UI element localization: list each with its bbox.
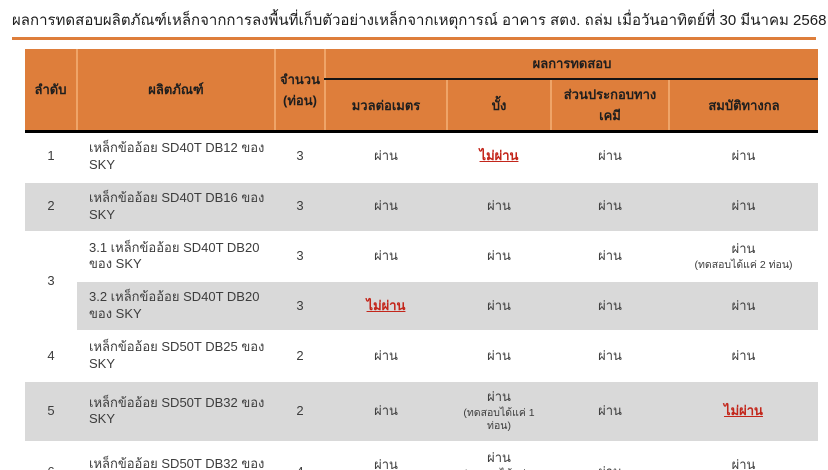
result-note: (ทดสอบได้แค่ 2 ท่อน) <box>694 258 793 271</box>
cell-qty: 3 <box>275 130 325 182</box>
table-row: 1 เหล็กข้ออ้อย SD40T DB12 ของ SKY 3 ผ่าน… <box>25 130 818 182</box>
cell-ribs-result: ผ่าน (ทดสอบได้แค่ 1 ท่อน) <box>447 441 551 470</box>
cell-qty: 3 <box>275 230 325 282</box>
col-header-qty-line1: จำนวน <box>280 71 320 87</box>
cell-chem-result: ผ่าน <box>551 130 669 182</box>
cell-no: 1 <box>25 130 77 182</box>
cell-chem-result: ผ่าน <box>551 180 669 232</box>
cell-product: เหล็กข้ออ้อย SD40T DB12 ของ SKY <box>77 130 275 182</box>
col-header-results-group: ผลการทดสอบ <box>324 49 818 80</box>
cell-product: เหล็กข้ออ้อย SD50T DB32 ของ TATA บกส <box>77 441 275 470</box>
cell-chem-result: ผ่าน <box>551 230 669 282</box>
cell-qty: 2 <box>275 330 325 381</box>
cell-no: 5 <box>25 379 77 443</box>
test-results-table: ลำดับ ผลิตภัณฑ์ จำนวน (ท่อน) ผลการทดสอบ … <box>25 49 818 470</box>
result-text: ผ่าน <box>487 450 511 466</box>
page-title: ผลการทดสอบผลิตภัณฑ์เหล็กจากการลงพื้นที่เ… <box>12 12 827 29</box>
cell-mech-result: ไม่ผ่าน <box>669 379 818 443</box>
table-row: 6 เหล็กข้ออ้อย SD50T DB32 ของ TATA บกส 4… <box>25 441 818 470</box>
cell-mech-result: ผ่าน (ทดสอบได้แค่ 2 ท่อน) <box>669 441 818 470</box>
cell-chem-result: ผ่าน <box>551 441 669 470</box>
col-header-no: ลำดับ <box>25 49 77 132</box>
cell-no: 2 <box>25 180 77 232</box>
cell-chem-result: ผ่าน <box>551 330 669 381</box>
cell-chem-result: ผ่าน <box>551 379 669 443</box>
col-header-mechanical: สมบัติทางกล <box>668 79 818 132</box>
result-text: ผ่าน <box>731 456 756 470</box>
cell-mass-result: ผ่าน <box>325 330 447 381</box>
cell-mech-result: ผ่าน <box>669 280 818 332</box>
cell-product: เหล็กข้ออ้อย SD50T DB32 ของ SKY <box>77 379 275 443</box>
cell-qty: 3 <box>275 180 325 232</box>
cell-mass-result: ผ่าน <box>325 130 447 182</box>
col-header-product: ผลิตภัณฑ์ <box>76 49 275 132</box>
result-note: (ทดสอบได้แค่ 1 ท่อน) <box>463 406 535 433</box>
col-header-chemical: ส่วนประกอบทางเคมี <box>550 79 669 132</box>
cell-mech-result: ผ่าน <box>669 130 818 182</box>
result-note: (ทดสอบได้แค่ 1 ท่อน) <box>451 468 547 470</box>
table-row: 2 เหล็กข้ออ้อย SD40T DB16 ของ SKY 3 ผ่าน… <box>25 180 818 232</box>
result-text: ผ่าน <box>374 456 398 470</box>
cell-product: เหล็กข้ออ้อย SD50T DB25 ของ SKY <box>77 330 275 381</box>
cell-chem-result: ผ่าน <box>551 280 669 332</box>
cell-no: 3 <box>25 230 77 332</box>
col-header-mass-per-meter: มวลต่อเมตร <box>324 79 447 132</box>
cell-qty: 2 <box>275 379 325 443</box>
result-text: ผ่าน <box>487 388 511 404</box>
cell-product: 3.2 เหล็กข้ออ้อย SD40T DB20 ของ SKY <box>77 280 275 332</box>
cell-mass-result: ผ่าน <box>325 180 447 232</box>
cell-mass-result: ผ่าน <box>325 230 447 282</box>
col-header-qty-line2: (ท่อน) <box>283 92 317 108</box>
title-divider <box>12 37 816 40</box>
col-header-ribs: บั้ง <box>446 79 551 132</box>
cell-no: 4 <box>25 330 77 381</box>
cell-product: 3.1 เหล็กข้ออ้อย SD40T DB20 ของ SKY <box>77 230 275 282</box>
cell-ribs-result: ผ่าน (ทดสอบได้แค่ 1 ท่อน) <box>447 379 551 443</box>
table-row: 3.2 เหล็กข้ออ้อย SD40T DB20 ของ SKY 3 ไม… <box>25 280 818 332</box>
cell-ribs-result: ผ่าน <box>447 230 551 282</box>
cell-mech-result: ผ่าน (ทดสอบได้แค่ 2 ท่อน) <box>669 230 818 282</box>
cell-product: เหล็กข้ออ้อย SD40T DB16 ของ SKY <box>77 180 275 232</box>
result-text: ผ่าน <box>731 240 756 256</box>
cell-qty: 4 <box>275 441 325 470</box>
table-header: ลำดับ ผลิตภัณฑ์ จำนวน (ท่อน) ผลการทดสอบ … <box>25 49 818 132</box>
col-header-qty: จำนวน (ท่อน) <box>274 49 325 132</box>
cell-mass-result: ไม่ผ่าน <box>325 280 447 332</box>
cell-ribs-result: ผ่าน <box>447 280 551 332</box>
cell-mech-result: ผ่าน <box>669 180 818 232</box>
cell-no: 6 <box>25 441 77 470</box>
table-row: 3 3.1 เหล็กข้ออ้อย SD40T DB20 ของ SKY 3 … <box>25 230 818 332</box>
cell-mech-result: ผ่าน <box>669 330 818 381</box>
cell-ribs-result: ไม่ผ่าน <box>447 130 551 182</box>
cell-ribs-result: ผ่าน <box>447 180 551 232</box>
table-row: 5 เหล็กข้ออ้อย SD50T DB32 ของ SKY 2 ผ่าน… <box>25 379 818 443</box>
cell-qty: 3 <box>275 280 325 332</box>
table-row: 4 เหล็กข้ออ้อย SD50T DB25 ของ SKY 2 ผ่าน… <box>25 330 818 381</box>
cell-mass-result: ผ่าน (ทดสอบได้แค่ 2 ท่อน) <box>325 441 447 470</box>
cell-mass-result: ผ่าน <box>325 379 447 443</box>
cell-ribs-result: ผ่าน <box>447 330 551 381</box>
